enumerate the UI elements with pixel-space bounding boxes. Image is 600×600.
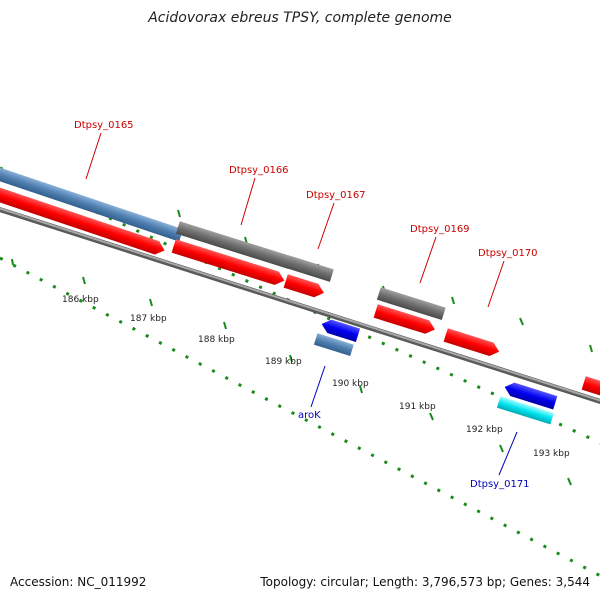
gene-dtpsy-0167: [287, 256, 334, 282]
gene-label: Dtpsy_0170: [478, 248, 538, 259]
major-tick: [177, 209, 181, 218]
cds-dtpsy-0171: [504, 382, 558, 410]
cds-dtpsy-0165: [0, 186, 165, 255]
forward-leader-lines: [85, 132, 505, 308]
major-tick: [499, 444, 504, 453]
leader-dtpsy-0165: [85, 132, 102, 180]
gene-dtpsy-0171: [496, 396, 554, 425]
major-tick: [451, 296, 455, 305]
cds-arok: [321, 319, 361, 342]
cds-edge: [581, 376, 600, 398]
kbp-label: 191 kbp: [399, 402, 436, 412]
gene-label: aroK: [298, 410, 321, 421]
gene-track-outer: [0, 166, 446, 321]
major-tick: [223, 321, 227, 330]
map-title: Acidovorax ebreus TPSY, complete genome: [148, 10, 452, 26]
accession-text: Accession: NC_011992: [10, 575, 147, 589]
leader-dtpsy-0166: [240, 177, 256, 226]
kbp-label: 186 kbp: [62, 295, 99, 305]
major-tick: [82, 276, 86, 285]
gene-dtpsy-0169: [376, 287, 446, 321]
gene-label: Dtpsy_0169: [410, 224, 470, 235]
major-tick: [429, 412, 434, 421]
leader-dtpsy-0169: [419, 236, 437, 284]
gene-label: Dtpsy_0165: [74, 120, 134, 131]
major-tick: [11, 258, 14, 266]
cds-forward-track: [0, 186, 600, 398]
leader-dtpsy-0170: [487, 260, 505, 308]
leader-dtpsy-0167: [317, 202, 335, 250]
kbp-label: 193 kbp: [533, 449, 570, 459]
major-tick: [589, 344, 593, 353]
kbp-labels: 186 kbp 187 kbp 188 kbp 189 kbp 190 kbp …: [62, 295, 570, 459]
major-tick: [359, 385, 363, 394]
kbp-label: 189 kbp: [265, 357, 302, 367]
cds-dtpsy-0167: [283, 274, 324, 298]
inner-major-ticks: [11, 258, 572, 486]
cds-dtpsy-0169: [373, 304, 435, 334]
forward-gene-labels: Dtpsy_0165 Dtpsy_0166 Dtpsy_0167 Dtpsy_0…: [74, 120, 538, 259]
gene-label: Dtpsy_0171: [470, 479, 530, 490]
gene-label: Dtpsy_0167: [306, 190, 366, 201]
reverse-leader-lines: [310, 365, 518, 476]
cds-dtpsy-0166: [171, 239, 285, 285]
gene-label: Dtpsy_0166: [229, 165, 289, 176]
major-tick: [149, 298, 153, 307]
gene-arok: [313, 333, 354, 357]
reverse-track: [313, 319, 558, 425]
cds-dtpsy-0170: [443, 328, 500, 356]
reverse-gene-labels: aroK Dtpsy_0171: [298, 410, 530, 490]
kbp-label: 192 kbp: [466, 425, 503, 435]
major-tick: [289, 354, 293, 363]
genome-backbone: [0, 206, 600, 405]
kbp-label: 187 kbp: [130, 314, 167, 324]
leader-arok: [310, 365, 326, 408]
kbp-label: 190 kbp: [332, 379, 369, 389]
genome-summary-text: Topology: circular; Length: 3,796,573 bp…: [260, 575, 590, 589]
major-tick: [567, 477, 572, 486]
leader-dtpsy-0171: [498, 431, 518, 476]
gene-dtpsy-0166: [175, 221, 293, 269]
kbp-label: 188 kbp: [198, 335, 235, 345]
major-tick: [519, 317, 524, 326]
gene-dtpsy-0165: [0, 166, 184, 242]
